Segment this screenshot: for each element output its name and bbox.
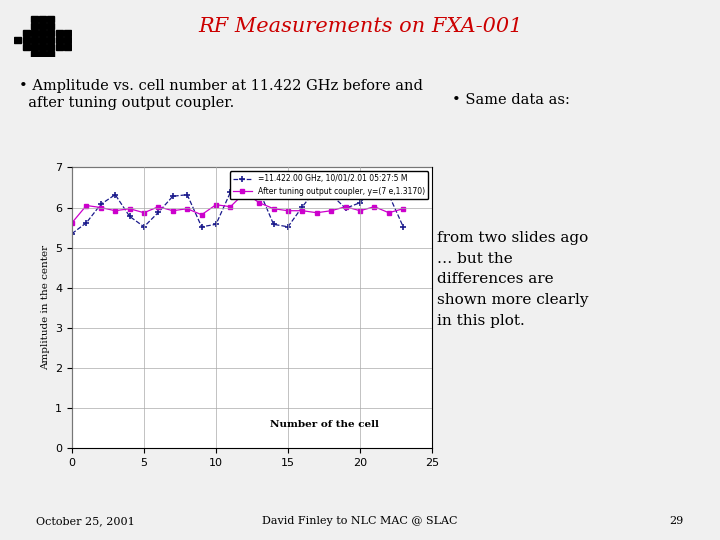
After tuning output coupler, y=(7 e,1.3170)	[399, 206, 408, 212]
After tuning output coupler, y=(7 e,1.3170)	[341, 204, 350, 210]
Bar	[31, 37, 38, 43]
=11.422.00 GHz, 10/01/2.01 05:27:5 M	[96, 201, 105, 207]
Bar	[22, 30, 30, 36]
Text: RF Measurements on FXA-001: RF Measurements on FXA-001	[198, 17, 522, 36]
Text: • Amplitude vs. cell number at 11.422 GHz before and
  after tuning output coupl: • Amplitude vs. cell number at 11.422 GH…	[19, 79, 423, 110]
=11.422.00 GHz, 10/01/2.01 05:27:5 M	[370, 184, 379, 190]
Bar	[31, 30, 38, 36]
Legend: =11.422.00 GHz, 10/01/2.01 05:27:5 M, After tuning output coupler, y=(7 e,1.3170: =11.422.00 GHz, 10/01/2.01 05:27:5 M, Af…	[230, 171, 428, 199]
Bar	[48, 16, 54, 22]
=11.422.00 GHz, 10/01/2.01 05:27:5 M	[125, 213, 134, 220]
=11.422.00 GHz, 10/01/2.01 05:27:5 M	[68, 231, 76, 237]
Bar	[22, 44, 30, 50]
After tuning output coupler, y=(7 e,1.3170)	[298, 207, 307, 214]
=11.422.00 GHz, 10/01/2.01 05:27:5 M	[327, 192, 336, 198]
Text: October 25, 2001: October 25, 2001	[36, 516, 135, 526]
Bar	[22, 37, 30, 43]
After tuning output coupler, y=(7 e,1.3170)	[384, 210, 393, 216]
=11.422.00 GHz, 10/01/2.01 05:27:5 M	[168, 193, 177, 199]
Bar	[39, 44, 46, 50]
=11.422.00 GHz, 10/01/2.01 05:27:5 M	[341, 205, 350, 212]
=11.422.00 GHz, 10/01/2.01 05:27:5 M	[384, 192, 393, 198]
Bar	[39, 30, 46, 36]
Text: • Same data as:: • Same data as:	[451, 93, 570, 107]
Bar	[64, 37, 71, 43]
=11.422.00 GHz, 10/01/2.01 05:27:5 M	[82, 220, 91, 226]
=11.422.00 GHz, 10/01/2.01 05:27:5 M	[140, 224, 148, 230]
Bar	[48, 23, 54, 29]
=11.422.00 GHz, 10/01/2.01 05:27:5 M	[298, 204, 307, 210]
Y-axis label: Amplitude in the center: Amplitude in the center	[40, 245, 50, 370]
Bar	[55, 37, 63, 43]
Bar	[64, 30, 71, 36]
After tuning output coupler, y=(7 e,1.3170)	[370, 204, 379, 210]
=11.422.00 GHz, 10/01/2.01 05:27:5 M	[284, 224, 292, 230]
Text: 29: 29	[670, 516, 684, 526]
Line: =11.422.00 GHz, 10/01/2.01 05:27:5 M: =11.422.00 GHz, 10/01/2.01 05:27:5 M	[68, 183, 407, 237]
After tuning output coupler, y=(7 e,1.3170)	[96, 204, 105, 211]
=11.422.00 GHz, 10/01/2.01 05:27:5 M	[240, 192, 249, 198]
After tuning output coupler, y=(7 e,1.3170)	[82, 202, 91, 209]
After tuning output coupler, y=(7 e,1.3170)	[226, 204, 235, 210]
=11.422.00 GHz, 10/01/2.01 05:27:5 M	[183, 192, 192, 198]
=11.422.00 GHz, 10/01/2.01 05:27:5 M	[255, 187, 264, 194]
Bar	[64, 44, 71, 50]
After tuning output coupler, y=(7 e,1.3170)	[269, 206, 278, 212]
Bar	[39, 37, 46, 43]
After tuning output coupler, y=(7 e,1.3170)	[212, 201, 220, 208]
After tuning output coupler, y=(7 e,1.3170)	[356, 207, 364, 214]
After tuning output coupler, y=(7 e,1.3170)	[312, 210, 321, 216]
Bar	[48, 37, 54, 43]
=11.422.00 GHz, 10/01/2.01 05:27:5 M	[399, 224, 408, 230]
Bar	[39, 16, 46, 22]
After tuning output coupler, y=(7 e,1.3170)	[284, 207, 292, 214]
Bar	[48, 30, 54, 36]
Bar	[55, 30, 63, 36]
After tuning output coupler, y=(7 e,1.3170)	[168, 207, 177, 214]
=11.422.00 GHz, 10/01/2.01 05:27:5 M	[269, 221, 278, 227]
Text: Number of the cell: Number of the cell	[269, 420, 379, 429]
=11.422.00 GHz, 10/01/2.01 05:27:5 M	[226, 189, 235, 195]
After tuning output coupler, y=(7 e,1.3170)	[125, 206, 134, 212]
=11.422.00 GHz, 10/01/2.01 05:27:5 M	[212, 221, 220, 227]
After tuning output coupler, y=(7 e,1.3170)	[183, 206, 192, 212]
Text: David Finley to NLC MAC @ SLAC: David Finley to NLC MAC @ SLAC	[262, 516, 458, 526]
After tuning output coupler, y=(7 e,1.3170)	[111, 207, 120, 214]
After tuning output coupler, y=(7 e,1.3170)	[327, 207, 336, 214]
Bar	[48, 44, 54, 50]
=11.422.00 GHz, 10/01/2.01 05:27:5 M	[312, 185, 321, 192]
=11.422.00 GHz, 10/01/2.01 05:27:5 M	[197, 224, 206, 230]
Text: from two slides ago
… but the
differences are
shown more clearly
in this plot.: from two slides ago … but the difference…	[438, 231, 589, 328]
After tuning output coupler, y=(7 e,1.3170)	[197, 212, 206, 218]
Line: After tuning output coupler, y=(7 e,1.3170): After tuning output coupler, y=(7 e,1.31…	[70, 190, 405, 225]
After tuning output coupler, y=(7 e,1.3170)	[140, 210, 148, 216]
Bar	[31, 51, 38, 57]
After tuning output coupler, y=(7 e,1.3170)	[255, 199, 264, 206]
Bar	[39, 51, 46, 57]
Bar	[55, 44, 63, 50]
Bar	[48, 51, 54, 57]
After tuning output coupler, y=(7 e,1.3170)	[240, 190, 249, 196]
Bar	[14, 37, 22, 43]
=11.422.00 GHz, 10/01/2.01 05:27:5 M	[111, 192, 120, 198]
=11.422.00 GHz, 10/01/2.01 05:27:5 M	[154, 209, 163, 215]
After tuning output coupler, y=(7 e,1.3170)	[154, 204, 163, 210]
Bar	[31, 16, 38, 22]
=11.422.00 GHz, 10/01/2.01 05:27:5 M	[356, 199, 364, 206]
Bar	[39, 23, 46, 29]
Bar	[31, 23, 38, 29]
Bar	[31, 44, 38, 50]
After tuning output coupler, y=(7 e,1.3170)	[68, 220, 76, 226]
